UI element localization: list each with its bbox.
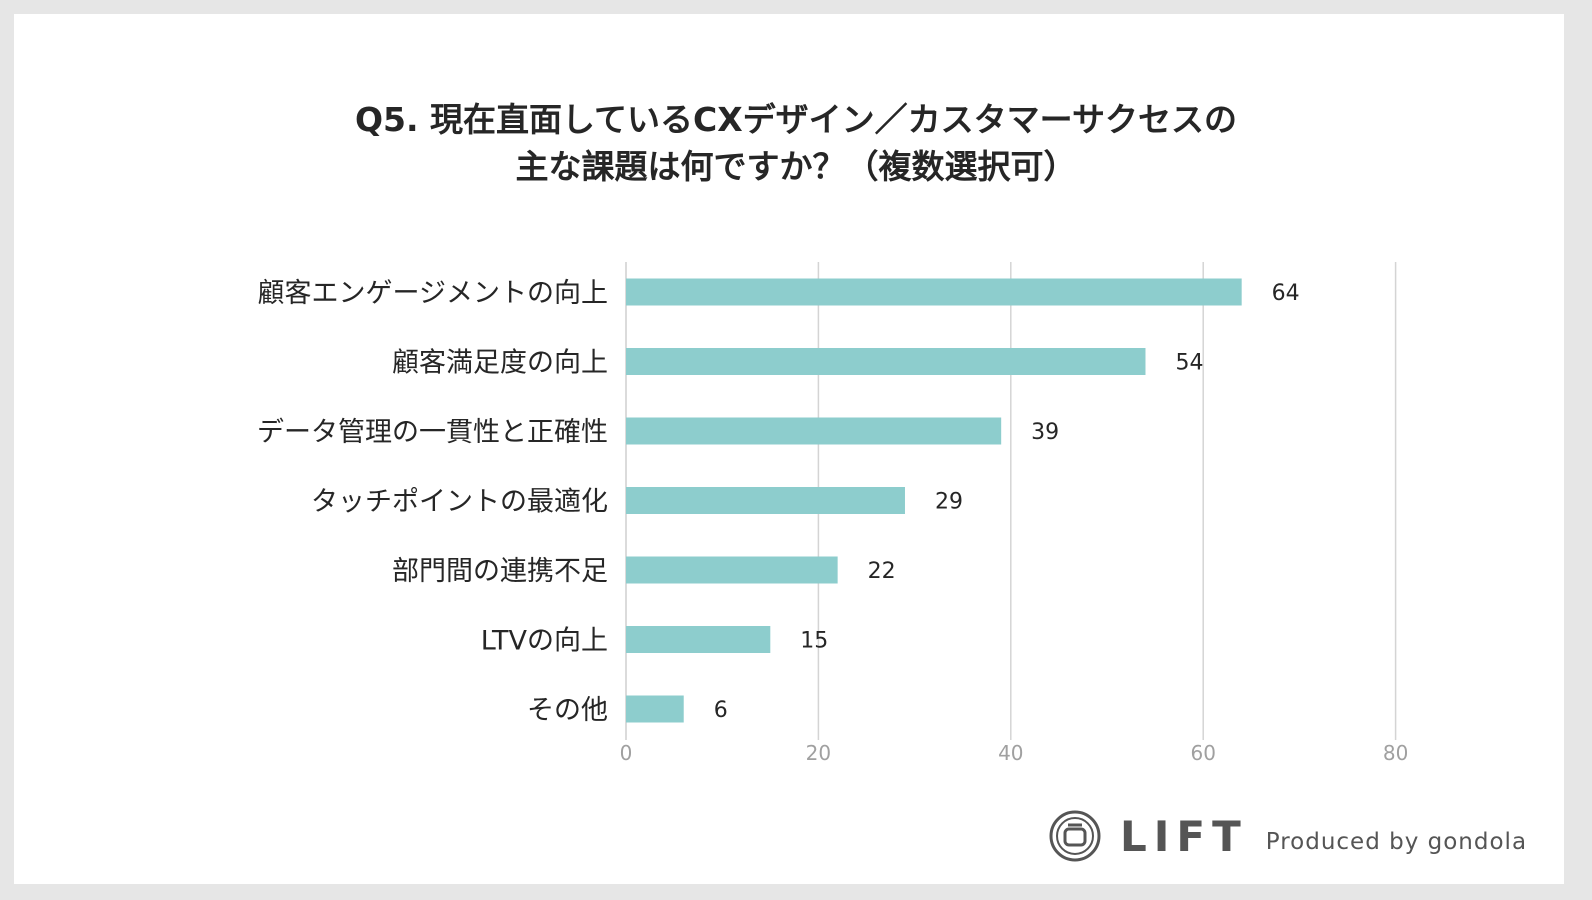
category-label-1: 顧客満足度の向上	[392, 348, 608, 379]
produced-by-text: Produced by gondola	[1265, 829, 1528, 855]
bar-2	[626, 417, 1002, 445]
chart-title-line-1: Q5. 現在直面しているCXデザイン／カスタマーサクセスの	[354, 100, 1238, 139]
chart-title-line-2: 主な課題は何ですか？（複数選択可）	[515, 147, 1077, 186]
x-tick-label-0: 0	[620, 741, 633, 765]
gondola-logo-icon	[1049, 810, 1101, 862]
x-tick-label-40: 40	[998, 741, 1023, 765]
chart-card	[14, 14, 1564, 884]
category-label-0: 顧客エンゲージメントの向上	[258, 278, 608, 309]
bar-0	[626, 278, 1242, 306]
bar-1	[626, 348, 1146, 375]
category-label-5: LTVの向上	[481, 626, 608, 657]
bar-3	[626, 487, 905, 514]
category-label-6: その他	[527, 695, 608, 726]
x-tick-label-60: 60	[1190, 741, 1215, 765]
data-label-0: 64	[1272, 281, 1300, 306]
footer-branding: LIFT Produced by gondola	[1048, 806, 1527, 866]
x-tick-label-20: 20	[806, 741, 831, 765]
data-label-1: 54	[1175, 351, 1203, 376]
category-label-4: 部門間の連携不足	[392, 556, 608, 587]
data-label-5: 15	[800, 629, 828, 654]
data-label-3: 29	[935, 490, 963, 515]
data-label-2: 39	[1031, 420, 1059, 445]
bar-6	[626, 695, 684, 723]
category-label-3: タッチポイントの最適化	[311, 487, 608, 518]
data-label-4: 22	[868, 559, 896, 584]
bar-5	[626, 626, 771, 653]
chart-title: Q5. 現在直面しているCXデザイン／カスタマーサクセスの 主な課題は何ですか？…	[0, 96, 1592, 190]
bar-4	[626, 556, 838, 584]
x-tick-label-80: 80	[1383, 741, 1408, 765]
lift-logo-text: LIFT	[1120, 811, 1248, 861]
data-label-6: 6	[714, 698, 728, 723]
category-label-2: データ管理の一貫性と正確性	[257, 417, 608, 448]
